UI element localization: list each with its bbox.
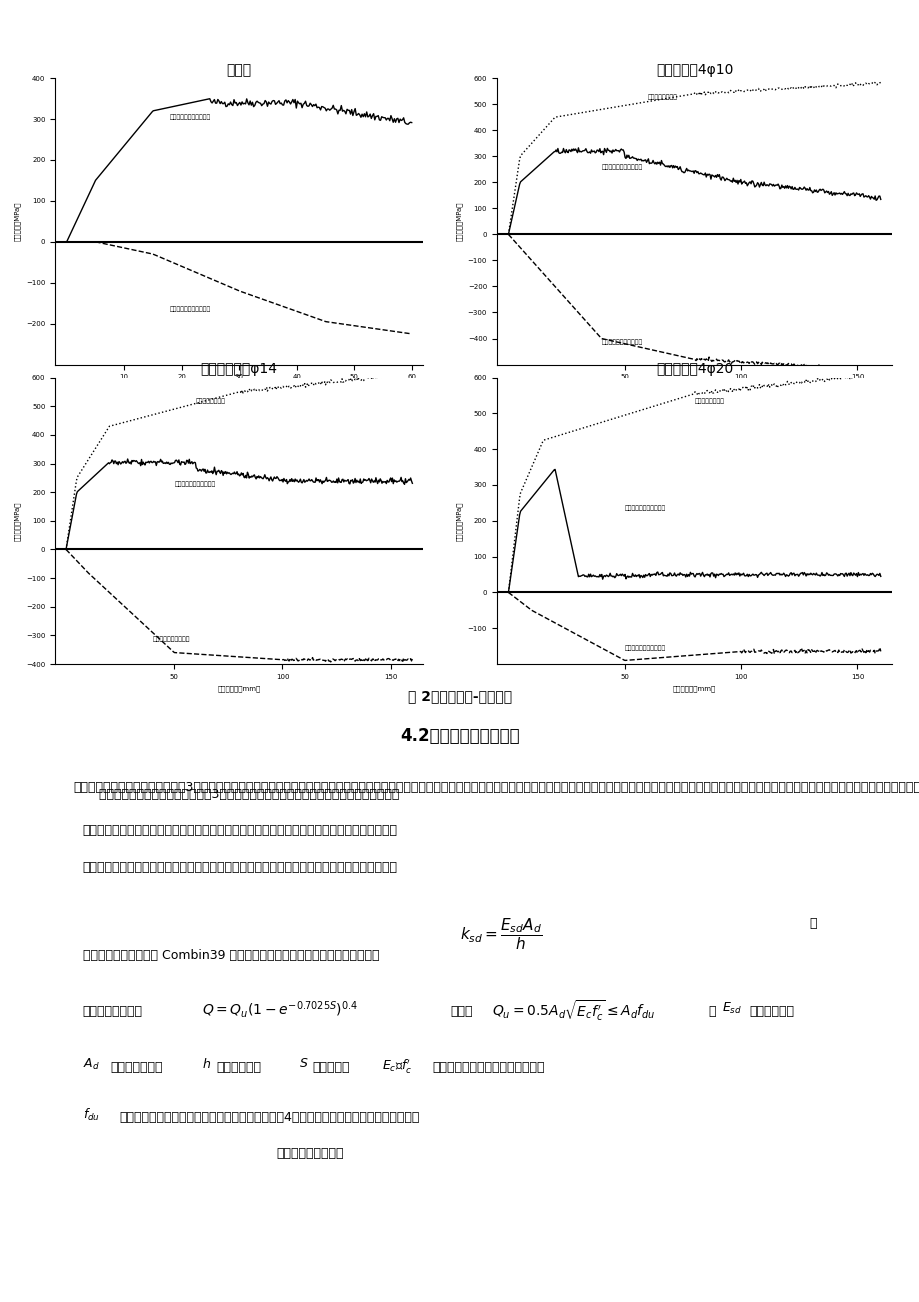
Y-axis label: 钢筋应力（MPa）: 钢筋应力（MPa） — [14, 501, 20, 540]
Text: $f_{du}$: $f_{du}$ — [83, 1107, 100, 1122]
Text: $E_{sd}$: $E_{sd}$ — [721, 1001, 742, 1017]
Title: 无支撑: 无支撑 — [226, 62, 252, 77]
Text: ，: ， — [809, 917, 816, 930]
Text: 选用了非线性弹簧单元 Combin39 来模拟栓钉的影响，并设定栓钉的轴向刚度为: 选用了非线性弹簧单元 Combin39 来模拟栓钉的影响，并设定栓钉的轴向刚度为 — [83, 949, 379, 962]
Text: 4.2、预应力叠合梁结构: 4.2、预应力叠合梁结构 — [400, 727, 519, 745]
Text: 到上部混凝土板内钢筋分布较均匀，因此使用了整体式钢筋混凝土模型，直接在实参数中定义配: 到上部混凝土板内钢筋分布较均匀，因此使用了整体式钢筋混凝土模型，直接在实参数中定… — [83, 824, 397, 837]
Text: 弯梁受压纵向钢筋应力: 弯梁受压纵向钢筋应力 — [153, 637, 190, 642]
Text: ，: ， — [708, 1005, 715, 1018]
Text: $S$: $S$ — [299, 1057, 308, 1070]
Title: 斜支撑配筋（φ14: 斜支撑配筋（φ14 — [200, 362, 278, 376]
X-axis label: 加载点位移（mm）: 加载点位移（mm） — [672, 385, 716, 392]
Text: 为栓钉弹模，: 为栓钉弹模， — [749, 1005, 794, 1018]
Text: 弯梁纵管乐纵向钢筋应力: 弯梁纵管乐纵向钢筋应力 — [624, 644, 665, 651]
Text: $k_{sd} = \dfrac{E_{sd}A_d}{h}$: $k_{sd} = \dfrac{E_{sd}A_d}{h}$ — [460, 917, 542, 952]
Text: 支撑内部钢筋应力: 支撑内部钢筋应力 — [647, 94, 677, 100]
Text: 构件的刚度的影响。: 构件的刚度的影响。 — [276, 1147, 343, 1160]
Title: 斜支撑配筋4φ20: 斜支撑配筋4φ20 — [655, 362, 732, 376]
Text: 剪切－滑移关系为: 剪切－滑移关系为 — [83, 1005, 142, 1018]
Text: 弯梁纵受拉纵向钢筋应力: 弯梁纵受拉纵向钢筋应力 — [601, 164, 642, 171]
Text: $Q = Q_u(1-e^{-0.7025S})^{0.4}$: $Q = Q_u(1-e^{-0.7025S})^{0.4}$ — [202, 999, 358, 1019]
Text: $h$: $h$ — [202, 1057, 211, 1072]
Text: $A_d$: $A_d$ — [83, 1057, 99, 1073]
Text: 为栓钉强度。计算得到叠合梁的荷载位移曲线如图4所示。得到剪力连接件的滑移度对整个: 为栓钉强度。计算得到叠合梁的荷载位移曲线如图4所示。得到剪力连接件的滑移度对整个 — [119, 1111, 419, 1124]
Y-axis label: 钢筋应力（MPa）: 钢筋应力（MPa） — [455, 202, 461, 241]
Text: 为混凝土的弹性模量和抗压强度，: 为混凝土的弹性模量和抗压强度， — [432, 1061, 544, 1074]
Text: 图 2、钢筋应力-位移关系: 图 2、钢筋应力-位移关系 — [407, 690, 512, 703]
X-axis label: 加载点位移（mm）: 加载点位移（mm） — [217, 685, 261, 691]
Text: 筋率，而连接型钢和混凝土的栓钉由于抗剪刚度比较小，因此应该考虑其滑移的影响。因此我们: 筋率，而连接型钢和混凝土的栓钉由于抗剪刚度比较小，因此应该考虑其滑移的影响。因此… — [83, 861, 397, 874]
Y-axis label: 钢筋应力（MPa）: 钢筋应力（MPa） — [455, 501, 461, 540]
Text: $E_c$，$f_c^{\prime}$: $E_c$，$f_c^{\prime}$ — [381, 1057, 412, 1075]
X-axis label: 加载点位移（mm）: 加载点位移（mm） — [217, 385, 261, 392]
Text: 为滑移量，: 为滑移量， — [312, 1061, 350, 1074]
Text: 弯梁纵受拉纵向钢筋应力: 弯梁纵受拉纵向钢筋应力 — [624, 505, 665, 512]
Text: 弯梁纵受拉纵向钢筋应力: 弯梁纵受拉纵向钢筋应力 — [170, 115, 211, 120]
Text: 为栓钉长度，: 为栓钉长度， — [216, 1061, 261, 1074]
X-axis label: 加载点位移（mm）: 加载点位移（mm） — [672, 685, 716, 691]
Text: 为栓钉截面积，: 为栓钉截面积， — [110, 1061, 163, 1074]
Text: 支撑内部钢筋应力: 支撑内部钢筋应力 — [196, 398, 226, 405]
Text: 弯梁纵受拉纵向钢筋应力: 弯梁纵受拉纵向钢筋应力 — [174, 482, 215, 487]
Text: 弯梁纵受压纵向钢筋应力: 弯梁纵受压纵向钢筋应力 — [170, 307, 211, 312]
Text: 某预应力型钢－混凝土叠合梁如图3所示，其中型钢和混凝土面板是通过栓钉相连接。考虑到上部混凝土板内钢筋分布较均匀，因此使用了整体式钢筋混凝土模型，直接在实参数中定: 某预应力型钢－混凝土叠合梁如图3所示，其中型钢和混凝土面板是通过栓钉相连接。考虑… — [74, 781, 919, 794]
Text: 支撑内部钢筋应力: 支撑内部钢筋应力 — [694, 398, 724, 404]
Text: ，这里: ，这里 — [450, 1005, 472, 1018]
Y-axis label: 钢筋应力（MPa）: 钢筋应力（MPa） — [14, 202, 20, 241]
Text: 某预应力型钢－混凝土叠合梁如图3所示，其中型钢和混凝土面板是通过栓钉相连接。考虑: 某预应力型钢－混凝土叠合梁如图3所示，其中型钢和混凝土面板是通过栓钉相连接。考虑 — [83, 788, 399, 801]
Text: 弯梁纵受压纵向钢筋应力: 弯梁纵受压纵向钢筋应力 — [601, 339, 642, 345]
Text: $Q_u = 0.5A_d\sqrt{E_c f_c^{\prime}} \leq A_d f_{du}$: $Q_u = 0.5A_d\sqrt{E_c f_c^{\prime}} \le… — [492, 999, 655, 1023]
Title: 斜支撑配筋4φ10: 斜支撑配筋4φ10 — [655, 62, 732, 77]
